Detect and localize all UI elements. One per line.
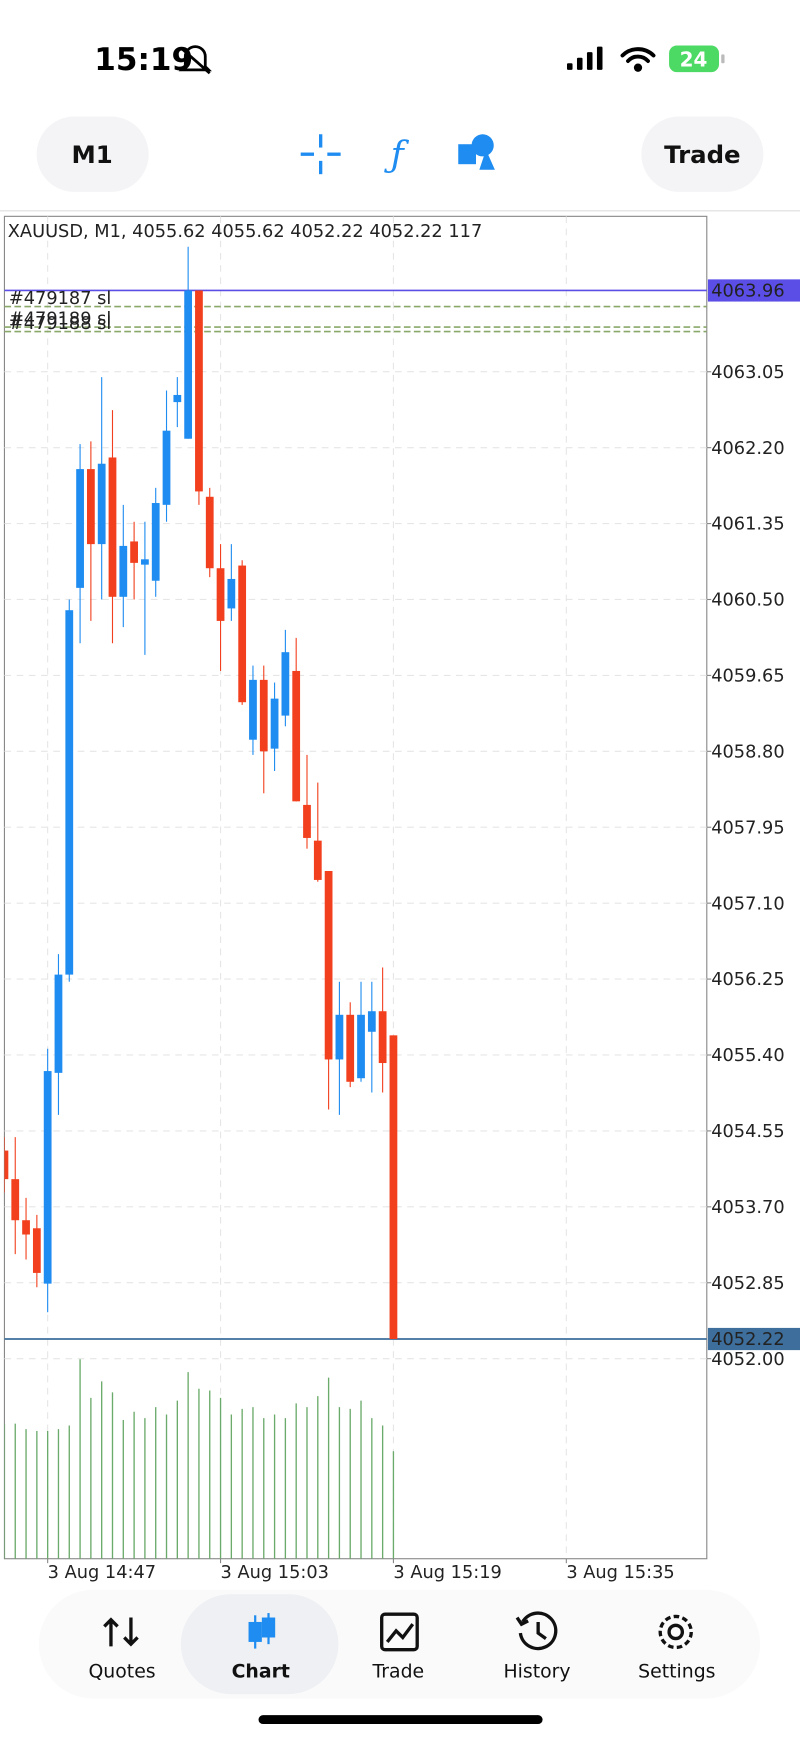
candle-body	[259, 679, 268, 752]
status-time: 15:19	[94, 42, 193, 78]
candle-body	[313, 840, 322, 880]
trade-button[interactable]	[641, 116, 764, 192]
y-tick-label: 4052.00	[711, 1350, 784, 1370]
settings-icon[interactable]	[658, 1614, 693, 1650]
order-label: #479189 sl	[9, 309, 111, 329]
chart-frame	[3, 215, 708, 1560]
price-label-bg	[707, 279, 800, 302]
candle-body	[184, 290, 193, 439]
history-icon[interactable]	[515, 1611, 558, 1651]
candle-body	[108, 457, 117, 597]
candle-body	[270, 698, 279, 749]
candle-body	[378, 1011, 387, 1064]
price-label: 4052.22	[711, 1330, 784, 1350]
candle-body	[22, 1220, 30, 1235]
x-tick-label: 3 Aug 15:19	[393, 1563, 501, 1583]
y-tick-label: 4063.05	[711, 363, 784, 383]
tab-label[interactable]: Quotes	[88, 1660, 155, 1682]
candle-body	[205, 496, 214, 569]
candle-body	[281, 652, 290, 716]
candle-body	[65, 610, 74, 975]
battery-icon	[669, 45, 720, 73]
y-tick-label: 4061.35	[711, 515, 784, 535]
chart-title: XAUUSD, M1, 4055.62 4055.62 4052.22 4052…	[8, 222, 482, 242]
y-tick-label: 4053.70	[711, 1198, 784, 1218]
quotes-icon[interactable]	[103, 1617, 139, 1647]
timeframe-label[interactable]: M1	[71, 140, 112, 169]
candle-body	[86, 469, 95, 545]
candle-body	[292, 670, 301, 802]
signal-icon	[566, 46, 603, 70]
order-label: #479187 sl	[9, 289, 111, 309]
candle-body	[11, 1179, 20, 1221]
price-label: 4063.96	[711, 282, 784, 302]
candle-body	[173, 394, 182, 403]
y-tick-label: 4057.10	[711, 894, 784, 914]
y-tick-label: 4057.95	[711, 818, 784, 838]
candle-body	[151, 503, 160, 581]
objects-button[interactable]	[458, 134, 495, 170]
candle-body	[32, 1228, 41, 1273]
candle-body	[130, 541, 138, 563]
y-tick-label: 4055.40	[711, 1046, 784, 1066]
y-tick-label: 4056.25	[711, 970, 784, 990]
price-label-bg	[707, 1327, 800, 1351]
home-indicator	[258, 1715, 543, 1725]
candle-body	[97, 463, 106, 545]
y-tick-label: 4058.80	[711, 742, 784, 762]
timeframe-button[interactable]	[36, 116, 149, 192]
y-tick-label: 4062.20	[711, 439, 784, 459]
x-tick-label: 3 Aug 15:03	[221, 1563, 329, 1583]
chart-icon[interactable]	[248, 1613, 276, 1649]
candle-body	[195, 290, 203, 492]
y-tick-label: 4054.55	[711, 1122, 784, 1142]
y-tick-label: 4052.85	[711, 1274, 784, 1294]
trade-label[interactable]: Trade	[664, 140, 740, 169]
crosshair-button[interactable]	[300, 134, 341, 175]
mute-icon	[178, 45, 212, 75]
x-tick-label: 3 Aug 14:47	[48, 1563, 156, 1583]
order-label: #479188 sl	[9, 314, 111, 334]
candle-body	[324, 871, 333, 1060]
battery-level: 24	[680, 48, 708, 72]
candle-body	[162, 430, 171, 505]
active-tab-highlight	[180, 1594, 339, 1695]
candle-body	[141, 559, 149, 565]
candle-body	[357, 1014, 365, 1079]
candle-body	[389, 1035, 398, 1340]
candle-body	[346, 1014, 355, 1082]
grid	[4, 216, 707, 1559]
y-tick-label: 4059.65	[711, 667, 784, 687]
candle-body	[76, 469, 84, 588]
candle-body	[119, 545, 128, 597]
candle-body	[54, 974, 63, 1073]
battery-tip	[721, 54, 725, 64]
volume-pane	[4, 1359, 395, 1559]
candle-body	[43, 1071, 52, 1284]
candle-body	[227, 578, 236, 609]
plot-area	[4, 246, 707, 1340]
x-tick-label: 3 Aug 15:35	[566, 1563, 674, 1583]
candle-body	[216, 568, 225, 621]
candle-body	[367, 1011, 376, 1032]
y-tick-label: 4060.50	[711, 591, 784, 611]
candle-body	[303, 804, 311, 838]
tab-labels: Quotes Chart Trade History Settings	[88, 1660, 715, 1682]
candle-body	[249, 679, 257, 740]
tab-label[interactable]: Chart	[232, 1660, 290, 1682]
candle-body	[4, 1150, 9, 1180]
tab-label[interactable]: History	[503, 1660, 570, 1682]
tab-label[interactable]: Settings	[638, 1660, 715, 1682]
trade-tab-icon[interactable]	[380, 1612, 419, 1652]
tab-label[interactable]: Trade	[372, 1660, 425, 1682]
axes: 4063.05 4062.20 4061.35 4060.50 4059.65 4058.…	[9, 279, 800, 1583]
candle-body	[238, 565, 247, 703]
wifi-icon	[620, 47, 656, 72]
candle-body	[335, 1014, 344, 1060]
